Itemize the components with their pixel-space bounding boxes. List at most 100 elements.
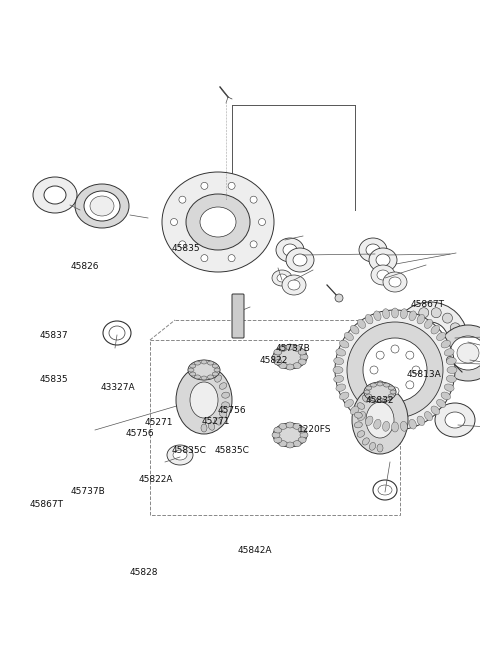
Ellipse shape	[437, 399, 445, 407]
Ellipse shape	[390, 390, 396, 394]
Ellipse shape	[273, 345, 307, 369]
Ellipse shape	[350, 406, 359, 415]
Ellipse shape	[188, 360, 220, 380]
Ellipse shape	[273, 423, 307, 447]
Ellipse shape	[383, 309, 390, 319]
Ellipse shape	[201, 360, 207, 364]
Bar	[150, 340, 400, 515]
Circle shape	[450, 347, 460, 357]
Ellipse shape	[200, 207, 236, 237]
Ellipse shape	[298, 349, 306, 355]
Ellipse shape	[365, 315, 373, 324]
Text: 45813A: 45813A	[407, 370, 442, 379]
Ellipse shape	[334, 375, 344, 382]
Ellipse shape	[293, 441, 301, 447]
Circle shape	[406, 351, 414, 359]
Ellipse shape	[300, 354, 308, 360]
Ellipse shape	[274, 427, 282, 433]
Circle shape	[431, 307, 441, 318]
Ellipse shape	[377, 398, 383, 402]
Ellipse shape	[298, 427, 306, 433]
Ellipse shape	[444, 349, 454, 356]
Ellipse shape	[374, 419, 381, 429]
Ellipse shape	[207, 361, 214, 365]
Ellipse shape	[274, 349, 282, 355]
Ellipse shape	[400, 421, 408, 431]
Ellipse shape	[286, 248, 314, 272]
Ellipse shape	[214, 368, 220, 372]
Ellipse shape	[384, 383, 389, 387]
Ellipse shape	[279, 346, 287, 351]
Ellipse shape	[293, 254, 307, 266]
Ellipse shape	[277, 274, 287, 282]
Circle shape	[228, 255, 235, 261]
Ellipse shape	[446, 375, 456, 382]
Ellipse shape	[272, 354, 280, 360]
Ellipse shape	[424, 411, 432, 420]
Ellipse shape	[293, 363, 301, 369]
Ellipse shape	[371, 397, 376, 401]
Ellipse shape	[272, 270, 292, 286]
Ellipse shape	[366, 394, 372, 398]
Text: 43327A: 43327A	[101, 383, 135, 392]
Ellipse shape	[392, 422, 398, 432]
Ellipse shape	[215, 375, 222, 382]
Ellipse shape	[359, 238, 387, 262]
FancyBboxPatch shape	[232, 294, 244, 338]
Ellipse shape	[417, 416, 425, 426]
Ellipse shape	[215, 418, 222, 425]
Ellipse shape	[339, 392, 349, 399]
Text: 45832: 45832	[366, 396, 394, 405]
Circle shape	[250, 196, 257, 203]
Ellipse shape	[84, 191, 120, 221]
Ellipse shape	[288, 280, 300, 290]
Ellipse shape	[194, 361, 201, 365]
Text: 45822A: 45822A	[138, 475, 173, 484]
Circle shape	[376, 351, 384, 359]
Circle shape	[370, 366, 378, 374]
Ellipse shape	[400, 309, 408, 319]
Ellipse shape	[354, 412, 362, 418]
Circle shape	[419, 307, 429, 318]
Circle shape	[250, 241, 257, 248]
Ellipse shape	[90, 196, 114, 216]
Circle shape	[201, 255, 208, 261]
Circle shape	[408, 357, 418, 367]
Circle shape	[400, 323, 410, 333]
Circle shape	[170, 219, 178, 225]
Ellipse shape	[354, 422, 362, 428]
Ellipse shape	[377, 444, 383, 452]
Circle shape	[179, 241, 186, 248]
Ellipse shape	[364, 382, 396, 402]
Ellipse shape	[274, 359, 282, 365]
Ellipse shape	[431, 406, 440, 415]
Ellipse shape	[441, 392, 451, 399]
Ellipse shape	[388, 386, 394, 390]
Ellipse shape	[186, 194, 250, 250]
Ellipse shape	[176, 366, 232, 434]
Ellipse shape	[437, 332, 445, 340]
Ellipse shape	[409, 419, 416, 429]
Ellipse shape	[212, 372, 218, 376]
Ellipse shape	[279, 363, 287, 369]
Ellipse shape	[347, 322, 443, 418]
Text: 45737B: 45737B	[71, 487, 106, 496]
Ellipse shape	[352, 386, 408, 454]
Ellipse shape	[207, 375, 214, 379]
Circle shape	[412, 366, 420, 374]
Ellipse shape	[298, 437, 306, 443]
Circle shape	[179, 196, 186, 203]
Ellipse shape	[109, 326, 125, 340]
Ellipse shape	[450, 336, 480, 370]
Ellipse shape	[364, 390, 370, 394]
Ellipse shape	[293, 423, 301, 429]
Ellipse shape	[369, 390, 376, 397]
Ellipse shape	[201, 376, 207, 380]
Ellipse shape	[357, 403, 365, 409]
Ellipse shape	[417, 315, 425, 324]
Ellipse shape	[424, 319, 432, 328]
Ellipse shape	[438, 325, 480, 381]
Ellipse shape	[167, 445, 193, 465]
Ellipse shape	[392, 302, 468, 378]
Ellipse shape	[188, 368, 194, 372]
